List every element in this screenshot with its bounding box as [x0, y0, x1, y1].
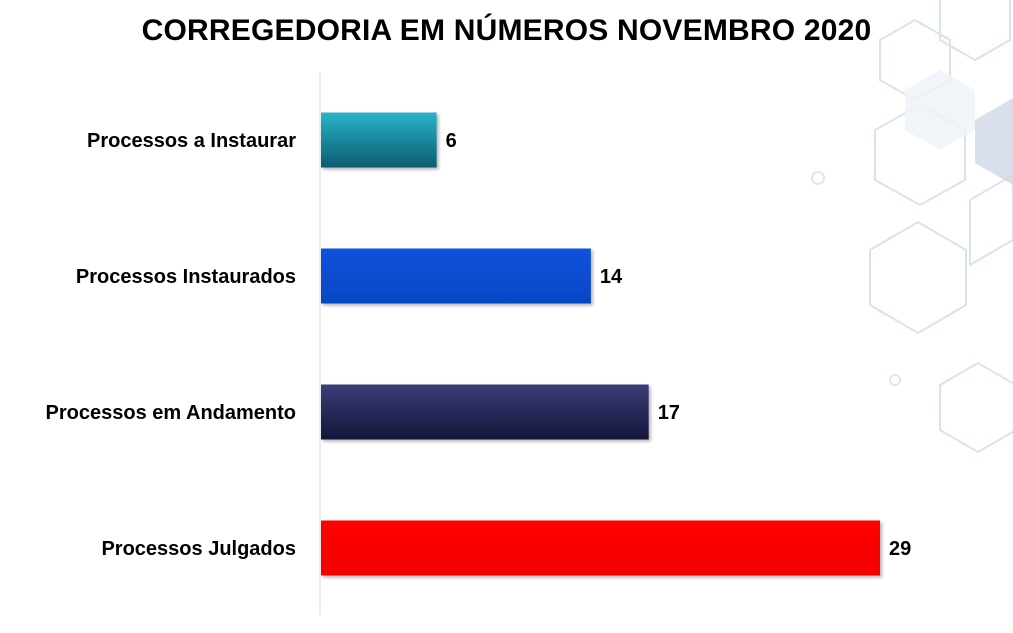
- value-label: 6: [446, 130, 457, 152]
- category-label: Processos Julgados: [101, 538, 296, 560]
- value-label: 17: [658, 402, 680, 424]
- value-label: 29: [889, 538, 911, 560]
- value-label: 14: [600, 266, 623, 288]
- category-label: Processos a Instaurar: [87, 130, 296, 152]
- bar-2: [321, 384, 649, 440]
- category-label: Processos Instaurados: [76, 266, 296, 288]
- bar-3: [321, 520, 880, 576]
- chart-title: CORREGEDORIA EM NÚMEROS NOVEMBRO 2020: [141, 14, 872, 47]
- bar-1: [321, 248, 591, 304]
- category-label: Processos em Andamento: [46, 402, 296, 424]
- bar-0: [321, 112, 437, 168]
